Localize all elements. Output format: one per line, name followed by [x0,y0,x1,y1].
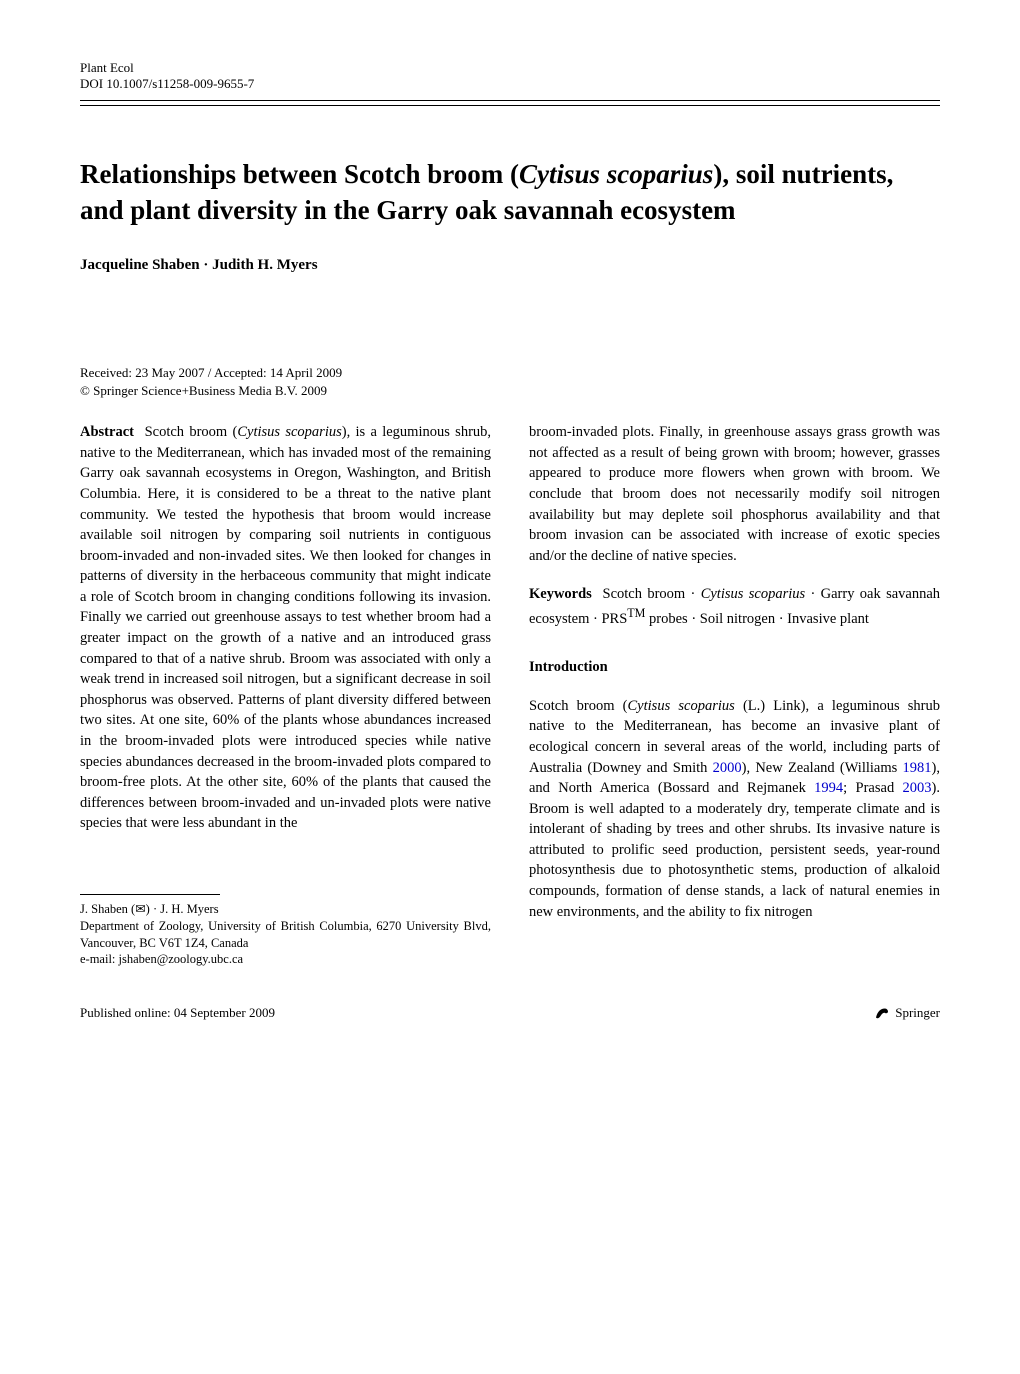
authors: Jacqueline Shaben · Judith H. Myers [80,257,940,274]
published-online: Published online: 04 September 2009 [80,1005,275,1021]
kw-species: Cytisus scoparius [701,586,805,602]
header-rule-thick [80,100,940,101]
springer-logo: Springer [873,1004,940,1022]
springer-horse-icon [873,1004,891,1022]
two-column-body: Abstract Scotch broom (Cytisus scoparius… [80,422,940,968]
corresponding-author: J. Shaben (✉) · J. H. Myers [80,901,491,918]
intro-species: Cytisus scoparius [628,698,735,714]
doi: DOI 10.1007/s11258-009-9655-7 [80,76,254,92]
article-dates: Received: 23 May 2007 / Accepted: 14 Apr… [80,364,940,400]
contact-email: e-mail: jshaben@zoology.ubc.ca [80,951,491,968]
keywords-block: Keywords Scotch broom · Cytisus scopariu… [529,584,940,629]
journal-name: Plant Ecol [80,60,254,76]
left-column: Abstract Scotch broom (Cytisus scoparius… [80,422,491,968]
abstract-paragraph: Abstract Scotch broom (Cytisus scoparius… [80,422,491,834]
abstract-species: Cytisus scoparius [237,424,341,440]
abstract-body: ), is a leguminous shrub, native to the … [80,424,491,831]
kw-post: probes · Soil nitrogen · Invasive plant [645,611,869,627]
header-rule-thin [80,105,940,106]
citation-year: 1994 [814,780,843,796]
running-header: Plant Ecol DOI 10.1007/s11258-009-9655-7 [80,60,940,92]
footnote-separator [80,894,220,895]
intro-b5: ). Broom is well adapted to a moderately… [529,780,940,919]
abstract-pre: Scotch broom ( [145,424,238,440]
keywords-label: Keywords [529,586,592,602]
right-column: broom-invaded plots. Finally, in greenho… [529,422,940,968]
affiliation: Department of Zoology, University of Bri… [80,918,491,952]
introduction-paragraph: Scotch broom (Cytisus scoparius (L.) Lin… [529,696,940,922]
page-footer: Published online: 04 September 2009 Spri… [80,1004,940,1022]
abstract-continued: broom-invaded plots. Finally, in greenho… [529,422,940,566]
kw-tm: TM [627,606,645,620]
title-pre: Relationships between Scotch broom ( [80,159,519,189]
author-footnote: J. Shaben (✉) · J. H. Myers Department o… [80,901,491,969]
springer-text: Springer [895,1005,940,1021]
kw-pre: Scotch broom · [603,586,701,602]
citation-year: 1981 [903,760,932,776]
abstract-label: Abstract [80,424,134,440]
title-species: Cytisus scoparius [519,159,713,189]
introduction-heading: Introduction [529,657,940,678]
intro-b2: ), New Zealand (Williams [742,760,903,776]
citation-year: 2000 [713,760,742,776]
copyright: © Springer Science+Business Media B.V. 2… [80,382,940,400]
article-title: Relationships between Scotch broom (Cyti… [80,156,940,229]
received-accepted: Received: 23 May 2007 / Accepted: 14 Apr… [80,364,940,382]
citation-year: 2003 [903,780,932,796]
intro-pre: Scotch broom ( [529,698,628,714]
journal-name-block: Plant Ecol DOI 10.1007/s11258-009-9655-7 [80,60,254,92]
intro-b4: ; Prasad [843,780,902,796]
